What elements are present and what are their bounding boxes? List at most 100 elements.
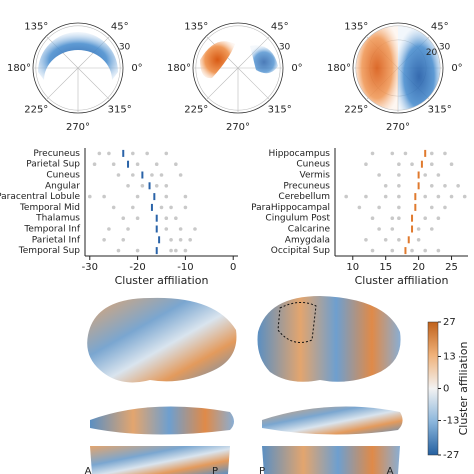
y-tick-label: Thalamus [35,214,80,224]
density-blob [250,45,278,74]
point [456,184,460,188]
region-outline [277,302,317,343]
angle-tick-label: 0° [291,63,302,74]
point [178,173,183,177]
colorbar-tick-label: -13 [443,416,459,427]
angle-tick-label: 225° [344,105,368,116]
point [344,194,348,199]
angle-tick-label: 225° [184,105,208,116]
point [169,205,173,210]
point [429,205,434,210]
point [377,227,381,231]
y-tick-label: Parietal Inf [32,235,81,245]
angle-tick-label: 270° [66,122,90,133]
view-label: P [259,466,265,474]
point [390,227,395,231]
density-blob [356,26,398,110]
point [188,238,192,242]
y-tick-label: Temporal Inf [23,225,80,235]
x-tick-label: 0 [230,262,236,273]
point [423,248,428,253]
point [403,151,408,156]
point [423,194,428,199]
colorbar-tick-label: 13 [443,351,456,362]
point [423,173,428,177]
brain-lateral [87,297,237,383]
point [390,248,395,253]
point [164,194,169,199]
angle-tick-label: 180° [327,63,351,74]
y-tick-label: Cuneus [46,171,80,181]
point [178,227,183,231]
point [429,151,434,156]
point [102,194,106,199]
density-blob [38,32,118,80]
angle-tick-label: 135° [344,21,368,32]
colorbar-tick-label: 0 [443,384,449,395]
brain-views [87,296,403,474]
point [390,151,395,156]
point [116,173,121,177]
point [429,162,434,166]
point [364,238,368,242]
x-tick-label: 25 [445,262,458,273]
angle-tick-label: 270° [226,122,250,133]
point [135,162,140,166]
angle-grid-line [237,67,271,101]
point [159,205,164,210]
angle-tick-label: 180° [167,63,191,74]
y-tick-label: Angular [45,181,80,191]
angle-tick-label: 315° [268,105,292,116]
point [436,216,441,220]
brain-medial [257,296,401,382]
y-tick-label: Parietal Sup [26,160,80,170]
x-tick-label: -20 [129,262,145,273]
point [102,238,106,242]
angle-tick-label: 45° [111,21,129,32]
point [183,248,188,253]
y-tick-label: Temporal Sup [18,246,80,256]
y-tick-label: Vermis [300,171,331,181]
point [164,151,169,156]
colorbar-tick-label: -27 [443,450,459,461]
r-tick-label: 20 [426,48,438,58]
point [164,227,169,231]
point [111,205,116,210]
point [397,194,401,199]
point [397,184,401,188]
point [174,216,178,220]
point [423,216,428,220]
point [135,216,140,220]
y-tick-label: Hippocampus [268,149,330,159]
brain-dorsal [90,446,230,474]
point [410,162,414,166]
point [174,248,178,253]
point [449,162,454,166]
colorbar-label: Cluster affiliation [457,342,470,436]
angle-tick-label: 270° [386,122,410,133]
y-tick-label: Amygdala [285,235,330,245]
point [370,216,375,220]
point [111,162,116,166]
r-tick-label: 30 [119,43,131,53]
point [193,227,197,231]
x-tick-label: 20 [412,262,425,273]
y-tick-label: Cingulum Post [265,214,330,224]
angle-tick-label: 180° [7,63,31,74]
angle-tick-label: 225° [24,105,48,116]
point [443,184,447,188]
point [121,216,126,220]
point [97,151,102,156]
angle-tick-label: 0° [451,63,462,74]
point [107,151,111,156]
point [154,184,159,188]
point [436,173,441,177]
y-tick-label: Cuneus [296,160,330,170]
point [383,194,388,199]
angle-grid-line [77,67,111,101]
point [370,248,375,253]
x-tick-label: 10 [346,262,359,273]
angle-grid-line [205,67,239,101]
view-label: P [212,466,218,474]
density-blob [200,41,235,79]
